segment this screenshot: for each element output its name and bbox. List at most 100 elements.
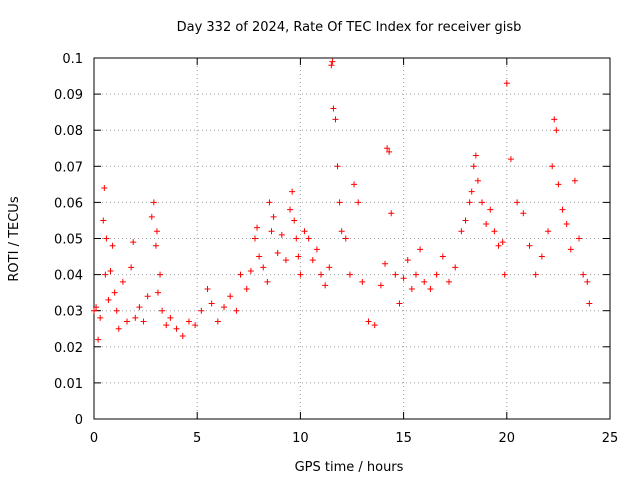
y-tick-label: 0.01 xyxy=(54,377,83,392)
data-point xyxy=(538,253,545,260)
data-point xyxy=(152,242,159,249)
data-point xyxy=(243,286,250,293)
data-point xyxy=(289,188,296,195)
data-point xyxy=(404,257,411,264)
data-point xyxy=(309,257,316,264)
y-tick-label: 0.09 xyxy=(54,88,83,103)
data-point xyxy=(100,217,107,224)
data-point xyxy=(514,199,521,206)
data-point xyxy=(301,228,308,235)
data-point xyxy=(332,116,339,123)
data-point xyxy=(282,257,289,264)
data-point xyxy=(260,264,267,271)
data-point xyxy=(549,163,556,170)
x-tick-label: 10 xyxy=(292,431,309,446)
data-point xyxy=(586,300,593,307)
data-point xyxy=(377,282,384,289)
data-point xyxy=(351,181,358,188)
data-point xyxy=(192,322,199,329)
data-point xyxy=(214,318,221,325)
data-point xyxy=(580,271,587,278)
y-tick-label: 0.05 xyxy=(54,233,83,248)
data-point xyxy=(421,278,428,285)
data-point xyxy=(291,217,298,224)
data-point xyxy=(466,199,473,206)
data-point xyxy=(264,278,271,285)
data-point xyxy=(119,278,126,285)
data-point xyxy=(144,293,151,300)
data-point xyxy=(371,322,378,329)
data-point xyxy=(130,239,137,246)
data-point xyxy=(452,264,459,271)
data-point xyxy=(503,80,510,87)
y-axis-label: ROTI / TECUs xyxy=(7,196,22,281)
data-point xyxy=(154,289,161,296)
data-point xyxy=(551,116,558,123)
data-point xyxy=(470,163,477,170)
data-point xyxy=(472,152,479,159)
data-point xyxy=(157,271,164,278)
x-tick-label: 0 xyxy=(90,431,98,446)
data-point xyxy=(330,105,337,112)
data-point xyxy=(297,271,304,278)
data-point xyxy=(342,235,349,242)
data-point xyxy=(256,253,263,260)
data-point xyxy=(386,148,393,155)
data-point xyxy=(109,242,116,249)
data-point xyxy=(198,307,205,314)
data-point xyxy=(384,145,391,152)
data-point xyxy=(329,58,336,65)
data-point xyxy=(270,213,277,220)
y-tick-label: 0.06 xyxy=(54,196,83,211)
data-point xyxy=(359,278,366,285)
data-point xyxy=(526,242,533,249)
data-point xyxy=(153,228,160,235)
data-point xyxy=(392,271,399,278)
data-point xyxy=(346,271,353,278)
data-point xyxy=(204,286,211,293)
data-point xyxy=(102,271,109,278)
data-point xyxy=(382,260,389,267)
data-point xyxy=(251,235,258,242)
data-point xyxy=(278,231,285,238)
data-point xyxy=(479,199,486,206)
data-point xyxy=(136,304,143,311)
data-point xyxy=(313,246,320,253)
data-point xyxy=(103,235,110,242)
data-point xyxy=(567,246,574,253)
data-point xyxy=(563,221,570,228)
data-point xyxy=(124,318,131,325)
data-point xyxy=(163,322,170,329)
data-point xyxy=(318,271,325,278)
chart-title: Day 332 of 2024, Rate Of TEC Index for r… xyxy=(177,20,522,35)
data-point xyxy=(328,62,335,69)
data-point xyxy=(115,325,122,332)
data-point xyxy=(507,156,514,163)
data-point xyxy=(439,253,446,260)
data-point xyxy=(576,235,583,242)
data-point xyxy=(487,206,494,213)
data-point xyxy=(396,300,403,307)
data-points xyxy=(91,58,593,343)
data-point xyxy=(159,307,166,314)
data-point xyxy=(91,307,97,314)
data-point xyxy=(559,206,566,213)
data-point xyxy=(555,181,562,188)
data-point xyxy=(237,271,244,278)
data-point xyxy=(293,235,300,242)
data-point xyxy=(150,199,157,206)
data-point xyxy=(132,314,139,321)
data-point xyxy=(233,307,240,314)
data-point xyxy=(417,246,424,253)
data-point xyxy=(287,206,294,213)
data-point xyxy=(355,199,362,206)
data-point xyxy=(326,264,333,271)
data-point xyxy=(491,228,498,235)
data-point xyxy=(501,271,508,278)
x-tick-label: 25 xyxy=(602,431,619,446)
data-point xyxy=(388,210,395,217)
data-point xyxy=(148,213,155,220)
data-point xyxy=(167,314,174,321)
data-point xyxy=(173,325,180,332)
plot-frame xyxy=(93,57,611,420)
